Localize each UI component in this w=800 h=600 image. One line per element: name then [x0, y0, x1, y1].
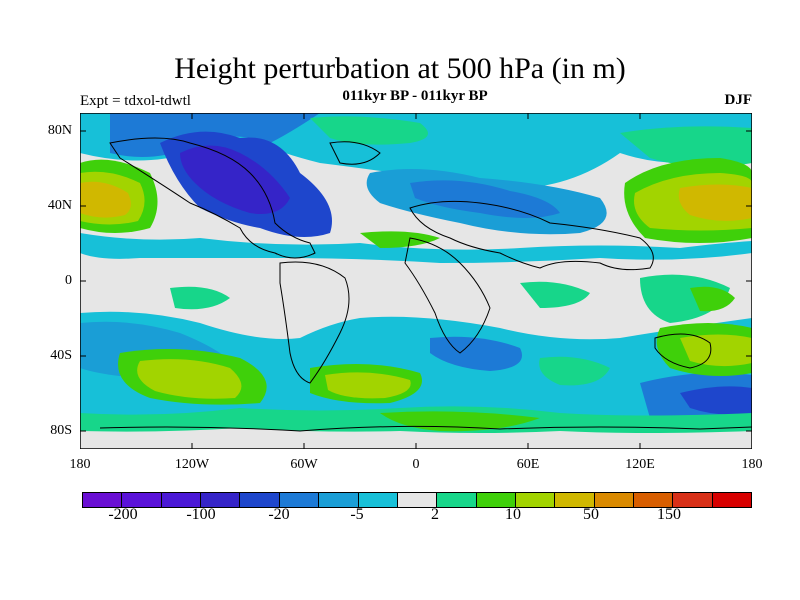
colorbar-swatch [594, 493, 635, 507]
colorbar-label: 150 [657, 506, 681, 523]
colorbar-swatch [358, 493, 398, 507]
plot-subtitle: 011kyr BP - 011kyr BP [342, 88, 488, 104]
colorbar-swatch [161, 493, 202, 507]
colorbar-label: -200 [108, 506, 138, 523]
lon-label-120w: 120W [174, 457, 210, 472]
colorbar-swatch [555, 493, 595, 507]
colorbar-label: 2 [431, 506, 439, 523]
lat-label-80s: 80S [50, 423, 72, 438]
lat-label-40s: 40S [50, 348, 72, 363]
colorbar-swatch [437, 493, 477, 507]
colorbar-swatch [279, 493, 320, 507]
colorbar-label: -20 [268, 506, 290, 523]
lat-label-0: 0 [65, 273, 72, 288]
season-label: DJF [724, 92, 753, 108]
map-ticks [80, 113, 752, 449]
colorbar-swatch [83, 493, 123, 507]
colorbar-swatch [201, 493, 241, 507]
colorbar-swatch [397, 493, 438, 507]
colorbar-swatch [240, 493, 280, 507]
lon-label-180w: 180 [69, 457, 91, 472]
colorbar-swatch [515, 493, 556, 507]
lon-label-60w: 60W [290, 457, 318, 472]
colorbar-swatch [476, 493, 516, 507]
coastlines [99, 137, 752, 432]
colorbar-swatch [634, 493, 674, 507]
experiment-label: Expt = tdxol-tdwtl [80, 93, 191, 109]
map-panel [79, 112, 753, 453]
colorbar-label: 10 [505, 506, 521, 523]
colorbar-swatch [122, 493, 162, 507]
lon-label-0: 0 [412, 457, 420, 472]
map-plot [79, 112, 753, 450]
colorbar-label: -5 [350, 506, 364, 523]
colorbar-label: -100 [186, 506, 216, 523]
lon-label-120e: 120E [625, 457, 655, 472]
lat-label-80n: 80N [47, 123, 72, 138]
colorbar [82, 492, 752, 508]
colorbar-swatch [712, 493, 752, 507]
plot-title: Height perturbation at 500 hPa (in m) [174, 52, 626, 85]
colorbar-swatch [319, 493, 359, 507]
lon-label-60e: 60E [516, 457, 540, 472]
lon-label-180e: 180 [741, 457, 763, 472]
lat-label-40n: 40N [47, 198, 72, 213]
colorbar-label: 50 [583, 506, 599, 523]
colorbar-swatch [673, 493, 713, 507]
